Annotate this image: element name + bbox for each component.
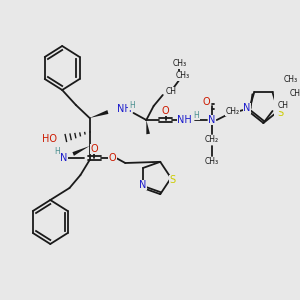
Text: H: H (194, 110, 200, 119)
Text: CH: CH (278, 101, 289, 110)
Text: CH₃: CH₃ (284, 74, 298, 83)
Text: O: O (162, 106, 169, 116)
Text: O: O (90, 144, 98, 154)
Polygon shape (146, 120, 150, 134)
Text: H: H (54, 146, 60, 155)
Text: NH: NH (117, 104, 132, 114)
Text: S: S (278, 108, 284, 118)
Text: O: O (203, 97, 211, 107)
Text: N: N (60, 153, 68, 163)
Text: CH₃: CH₃ (172, 59, 186, 68)
Text: CH: CH (166, 88, 176, 97)
Polygon shape (72, 146, 90, 156)
Text: CH₃: CH₃ (289, 88, 300, 98)
Text: HO: HO (42, 134, 57, 144)
Polygon shape (90, 110, 108, 118)
Text: N: N (243, 103, 250, 113)
Text: H: H (129, 100, 135, 109)
Text: CH₃: CH₃ (205, 158, 219, 166)
Text: S: S (170, 175, 176, 185)
Text: O: O (109, 153, 116, 163)
Text: CH₂: CH₂ (225, 106, 239, 116)
Text: N: N (139, 180, 147, 190)
Text: CH₃: CH₃ (176, 71, 190, 80)
Text: N: N (208, 115, 216, 125)
Text: NH: NH (177, 115, 192, 125)
Text: CH₂: CH₂ (205, 136, 219, 145)
